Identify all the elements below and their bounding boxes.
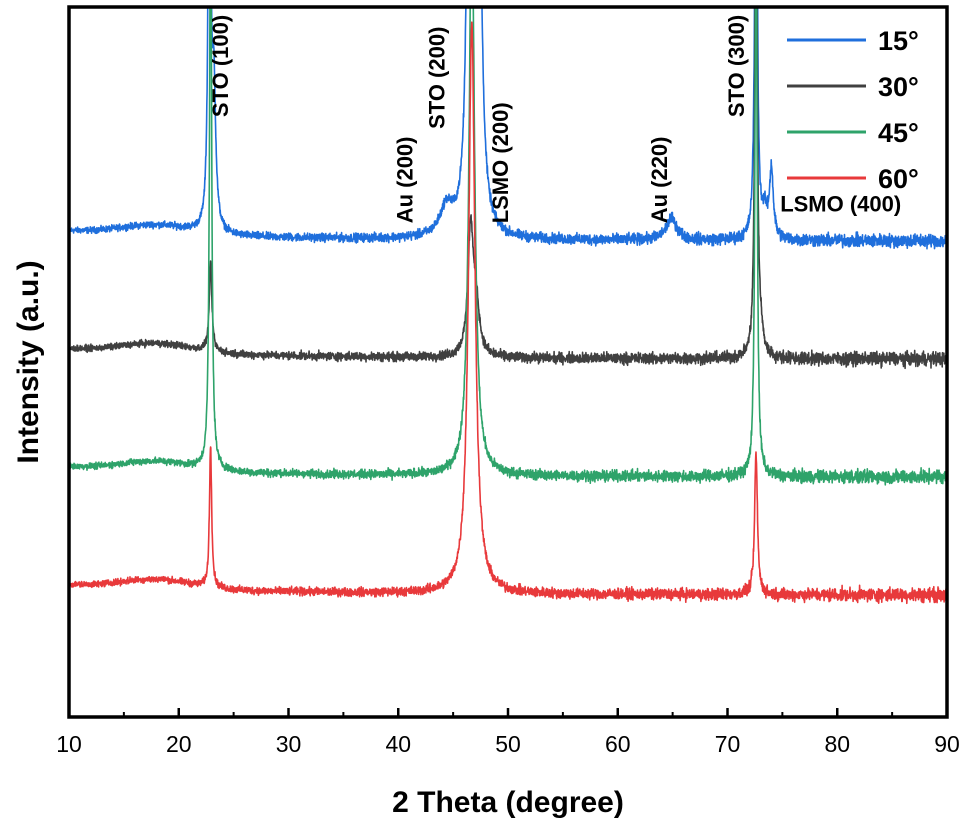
x-tick-label-80: 80	[824, 731, 850, 757]
series-30-line	[69, 7, 947, 370]
annotation-lsmo-400: LSMO (400)	[780, 192, 901, 217]
annotation-sto-100: STO (100)	[208, 15, 233, 117]
legend-label-45: 45°	[878, 118, 919, 148]
annotation-sto-300: STO (300)	[724, 15, 749, 117]
x-tick-label-70: 70	[715, 731, 741, 757]
x-axis-tick-labels: 10 20 30 40 50 60 70 80 90	[56, 731, 960, 757]
peak-annotations: STO (100) Au (200)STO (200) LSMO (200) Au (…	[208, 15, 901, 224]
x-tick-label-60: 60	[605, 731, 631, 757]
x-axis-title: 2 Theta (degree)	[392, 786, 624, 819]
x-tick-label-40: 40	[385, 731, 411, 757]
annotation-lsmo-200: LSMO (200)	[488, 102, 513, 223]
legend-label-30: 30°	[878, 72, 919, 102]
annotation-au-220: Au (220)	[647, 137, 672, 224]
legend-label-15: 15°	[878, 26, 919, 56]
legend: 15° 30° 45° 60°	[787, 26, 919, 194]
series-15-line	[69, 7, 947, 250]
legend-label-60: 60°	[878, 164, 919, 194]
x-tick-label-50: 50	[495, 731, 521, 757]
x-tick-label-30: 30	[276, 731, 302, 757]
y-axis-title: Intensity (a.u.)	[12, 260, 45, 463]
x-axis-ticks	[67, 708, 949, 717]
series-45-line	[69, 7, 947, 487]
annotation-sto-200: STO (200)	[424, 27, 449, 129]
annotation-au-200: Au (200)	[393, 137, 418, 224]
series-layer	[69, 7, 947, 605]
series-60-line	[69, 21, 947, 605]
x-tick-label-90: 90	[934, 731, 960, 757]
x-tick-label-20: 20	[166, 731, 192, 757]
x-tick-label-10: 10	[56, 731, 82, 757]
